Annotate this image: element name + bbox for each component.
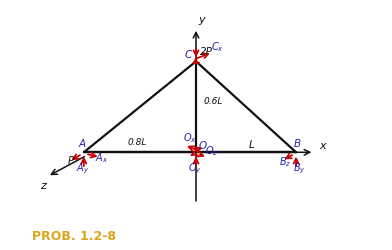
Text: $O_x$: $O_x$ bbox=[183, 132, 197, 145]
Text: x: x bbox=[319, 141, 325, 151]
Text: O: O bbox=[198, 141, 207, 151]
Text: z: z bbox=[40, 181, 46, 191]
Text: $A_x$: $A_x$ bbox=[94, 152, 108, 165]
Text: $B_z$: $B_z$ bbox=[279, 155, 291, 168]
Text: A: A bbox=[79, 139, 86, 149]
Text: $B_y$: $B_y$ bbox=[293, 162, 305, 176]
Text: L: L bbox=[249, 140, 255, 150]
Text: y: y bbox=[198, 15, 205, 25]
Text: 2P: 2P bbox=[200, 47, 212, 57]
Text: $C_x$: $C_x$ bbox=[211, 40, 224, 54]
Text: 0.6L: 0.6L bbox=[203, 97, 223, 106]
Text: $A_y$: $A_y$ bbox=[76, 162, 89, 176]
Text: $O_z$: $O_z$ bbox=[205, 144, 218, 158]
Text: PROB. 1.2-8: PROB. 1.2-8 bbox=[32, 230, 116, 243]
Text: B: B bbox=[294, 139, 301, 149]
Text: $O_y$: $O_y$ bbox=[188, 162, 201, 176]
Text: 0.8L: 0.8L bbox=[128, 138, 147, 147]
Text: P: P bbox=[68, 156, 74, 166]
Text: C: C bbox=[185, 50, 192, 60]
